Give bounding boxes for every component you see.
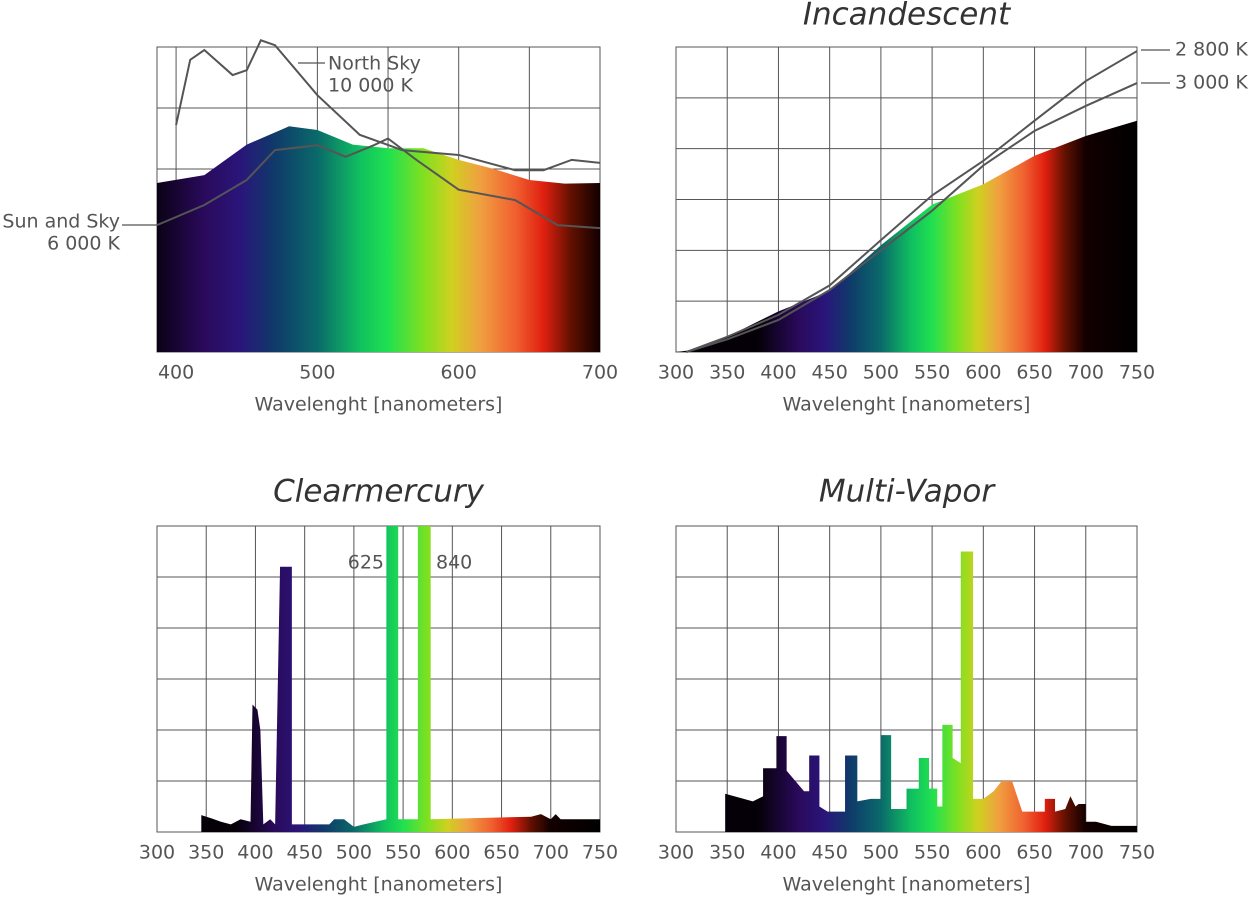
series-label: Sun and Sky	[2, 211, 120, 233]
panel: 400 500 600 700 Wavelenght [nanometers]	[156, 39, 618, 416]
x-tick-label: 550	[385, 842, 421, 864]
panel: 300 350 400 450 500 550 600 650 700 750 Wavelenght…	[139, 474, 618, 896]
x-tick-label: 400	[158, 362, 194, 384]
spectrum-line	[685, 50, 1138, 353]
spectrum-area	[676, 120, 1137, 352]
x-tick-label: 600	[441, 362, 477, 384]
x-tick-label: 450	[812, 842, 848, 864]
x-tick-label: 500	[336, 842, 372, 864]
x-tick-label: 500	[863, 842, 899, 864]
x-axis-label: Wavelenght [nanometers]	[783, 394, 1031, 416]
x-tick-label: 500	[299, 362, 335, 384]
series-label: 3 000 K	[1175, 72, 1248, 94]
x-tick-label: 750	[582, 842, 618, 864]
series-label: 2 800 K	[1175, 39, 1248, 61]
x-axis-label: Wavelenght [nanometers]	[783, 874, 1031, 896]
x-axis-label: Wavelenght [nanometers]	[255, 874, 503, 896]
x-tick-label: 400	[760, 362, 796, 384]
x-tick-label: 350	[709, 362, 745, 384]
spectrum-line	[175, 39, 601, 172]
x-tick-label: 550	[914, 842, 950, 864]
x-tick-label: 650	[483, 842, 519, 864]
chart-title: Incandescent	[803, 0, 1012, 33]
x-tick-label: 350	[188, 842, 224, 864]
x-tick-label: 600	[434, 842, 470, 864]
x-tick-label: 450	[287, 842, 323, 864]
x-tick-label: 600	[965, 362, 1001, 384]
x-tick-label: 300	[139, 842, 175, 864]
x-tick-label: 400	[760, 842, 796, 864]
x-tick-label: 700	[1068, 362, 1104, 384]
spectrum-line	[156, 137, 601, 230]
annotation: 840	[436, 552, 472, 574]
x-tick-label: 650	[1016, 842, 1052, 864]
x-tick-label: 700	[582, 362, 618, 384]
panel: 300 350 400 450 500 550 600 650 700 750 Wavelenght…	[658, 0, 1155, 416]
chart-title: Clearmercury	[273, 474, 485, 510]
x-axis-label: Wavelenght [nanometers]	[255, 394, 503, 416]
x-tick-label: 300	[658, 362, 694, 384]
chart-title: Multi-Vapor	[819, 474, 997, 510]
x-tick-label: 650	[1016, 362, 1052, 384]
x-tick-label: 550	[914, 362, 950, 384]
x-tick-label: 700	[1068, 842, 1104, 864]
x-tick-label: 500	[863, 362, 899, 384]
series-label: 6 000 K	[47, 233, 120, 255]
x-tick-label: 400	[237, 842, 273, 864]
series-label: 10 000 K	[328, 75, 414, 97]
x-tick-label: 450	[812, 362, 848, 384]
x-tick-label: 750	[1119, 842, 1155, 864]
spectrum-line	[685, 82, 1138, 353]
x-tick-label: 600	[965, 842, 1001, 864]
spectrum-area	[157, 126, 600, 352]
x-tick-label: 700	[533, 842, 569, 864]
x-tick-label: 750	[1119, 362, 1155, 384]
annotation: 625	[348, 552, 384, 574]
x-tick-label: 350	[709, 842, 745, 864]
panel: 300 350 400 450 500 550 600 650 700 750 Wavelenght…	[658, 474, 1155, 896]
x-tick-label: 300	[658, 842, 694, 864]
spectrum-area	[676, 551, 1137, 832]
series-label: North Sky	[328, 53, 421, 75]
